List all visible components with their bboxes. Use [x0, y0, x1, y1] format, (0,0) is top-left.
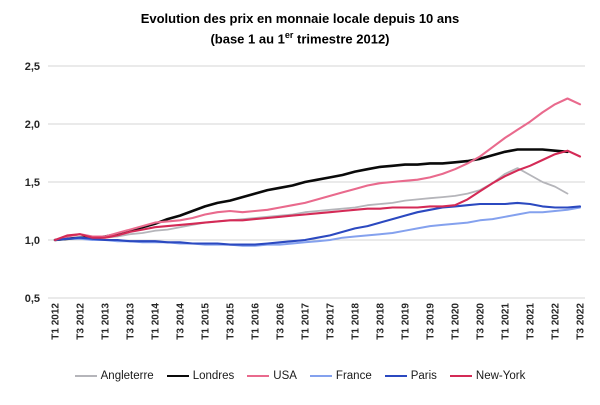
x-axis-tick-label: T1 2014: [151, 303, 162, 340]
x-axis-tick-label: T3 2018: [376, 303, 387, 340]
legend-swatch-paris: [384, 375, 407, 377]
x-axis-tick-label: T1 2012: [51, 303, 62, 340]
series-line-londres: [53, 148, 569, 242]
legend-label: Londres: [192, 370, 235, 382]
y-axis-tick-label: 1,0: [25, 235, 40, 247]
legend-label: Angleterre: [100, 370, 154, 382]
x-axis-tick-label: T1 2022: [551, 303, 562, 340]
legend-swatch-angleterre: [74, 375, 97, 377]
series-line-paris: [53, 201, 582, 246]
y-axis-tick-label: 2,5: [25, 61, 40, 73]
y-axis-tick-label: 0,5: [25, 293, 40, 305]
legend-swatch-france: [309, 375, 332, 377]
line-chart-plot-area: 0,5 1,0 1,5 2,0 2,5 T1 2012 T3 2012 T1 2013 T3 2…: [25, 61, 587, 340]
x-axis-tick-label: T3 2012: [76, 303, 87, 340]
x-axis-tick-label: T1 2021: [501, 303, 512, 340]
x-axis-tick-label: T1 2018: [351, 303, 362, 340]
x-axis-tick-label: T1 2013: [101, 303, 112, 340]
legend-label: USA: [273, 370, 297, 382]
x-axis-tick-label: T1 2016: [251, 303, 262, 340]
legend-item-angleterre: Angleterre: [74, 370, 154, 382]
y-axis-tick-label: 1,5: [25, 177, 40, 189]
x-axis-tick-label: T1 2015: [201, 303, 212, 340]
legend-item-usa: USA: [247, 370, 297, 382]
chart-title-line2: (base 1 au 1er trimestre 2012): [0, 27, 600, 47]
legend-label: Paris: [410, 370, 437, 382]
x-axis-tick-label: T3 2019: [426, 303, 437, 340]
legend-item-new-york: New-York: [449, 370, 526, 382]
chart-title: Evolution des prix en monnaie locale dep…: [0, 10, 600, 47]
legend-item-londres: Londres: [166, 370, 235, 382]
title-line2-prefix: (base 1 au 1: [210, 31, 285, 47]
x-axis-tick-label: T3 2021: [526, 303, 537, 340]
chart-legend: Angleterre Londres USA France Paris New-York: [0, 370, 600, 382]
y-axis-tick-label: 2,0: [25, 119, 40, 131]
x-axis-tick-label: T3 2014: [176, 303, 187, 340]
title-line2-suffix: trimestre 2012): [293, 31, 390, 47]
chart-title-line1: Evolution des prix en monnaie locale dep…: [140, 11, 460, 26]
x-axis-tick-label: T3 2022: [576, 303, 587, 340]
x-axis-tick-label: T1 2020: [451, 303, 462, 340]
x-axis-tick-label: T1 2017: [301, 303, 312, 340]
x-axis-tick-label: T3 2020: [476, 303, 487, 340]
x-axis-tick-label: T1 2019: [401, 303, 412, 340]
legend-item-paris: Paris: [384, 370, 437, 382]
series-line-new-york: [53, 149, 582, 242]
series-line-france: [54, 206, 581, 247]
title-line2-superscript: er: [284, 30, 294, 40]
x-axis-tick-label: T3 2016: [276, 303, 287, 340]
legend-label: New-York: [475, 370, 526, 382]
legend-label: France: [335, 370, 372, 382]
series-line-usa: [53, 97, 582, 242]
legend-item-france: France: [309, 370, 372, 382]
legend-swatch-new-york: [449, 375, 472, 377]
legend-swatch-usa: [247, 375, 270, 377]
x-axis-tick-label: T3 2017: [326, 303, 337, 340]
x-axis-tick-label: T3 2015: [226, 303, 237, 340]
x-axis-tick-label: T3 2013: [126, 303, 137, 340]
legend-swatch-londres: [166, 375, 189, 377]
